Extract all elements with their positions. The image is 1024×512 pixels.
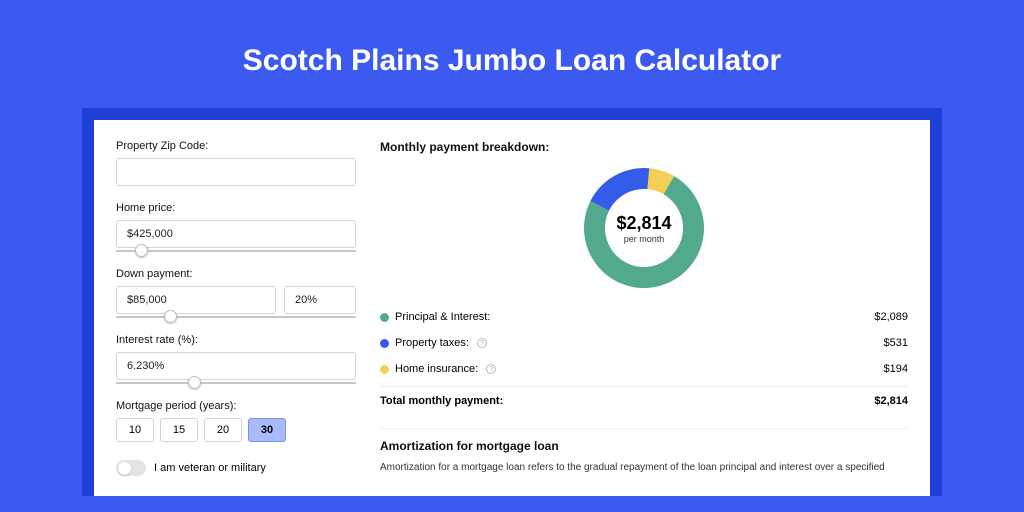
legend-row: Principal & Interest: $2,089 <box>380 304 908 330</box>
period-btn-15[interactable]: 15 <box>160 418 198 442</box>
donut-wrap: $2,814 per month <box>380 162 908 300</box>
veteran-toggle[interactable] <box>116 460 146 476</box>
legend-value: $2,089 <box>874 311 908 323</box>
period-label: Mortgage period (years): <box>116 400 356 412</box>
down-payment-slider[interactable] <box>116 316 356 318</box>
legend-dot <box>380 313 389 322</box>
donut-sub: per month <box>624 234 665 244</box>
legend-label: Principal & Interest: <box>395 311 490 323</box>
legend-dot <box>380 365 389 374</box>
info-icon[interactable]: ? <box>486 364 496 374</box>
home-price-slider[interactable] <box>116 250 356 252</box>
form-column: Property Zip Code: Home price: Down paym… <box>116 140 356 476</box>
down-payment-input[interactable] <box>116 286 276 314</box>
total-label: Total monthly payment: <box>380 395 503 407</box>
veteran-toggle-knob <box>118 462 131 475</box>
page-title: Scotch Plains Jumbo Loan Calculator <box>0 0 1024 78</box>
legend-row: Property taxes:? $531 <box>380 330 908 356</box>
amort-text: Amortization for a mortgage loan refers … <box>380 461 908 475</box>
period-field: Mortgage period (years): 10152030 <box>116 400 356 442</box>
zip-field: Property Zip Code: <box>116 140 356 186</box>
breakdown-column: Monthly payment breakdown: $2,814 per mo… <box>380 140 908 476</box>
divider <box>380 428 908 429</box>
zip-input[interactable] <box>116 158 356 186</box>
donut-chart: $2,814 per month <box>584 168 704 288</box>
info-icon[interactable]: ? <box>477 338 487 348</box>
down-payment-pct-input[interactable] <box>284 286 356 314</box>
calculator-card: Property Zip Code: Home price: Down paym… <box>94 120 930 496</box>
amort-title: Amortization for mortgage loan <box>380 439 908 453</box>
home-price-label: Home price: <box>116 202 356 214</box>
rate-slider-thumb[interactable] <box>188 376 201 389</box>
veteran-row: I am veteran or military <box>116 460 356 476</box>
outer-panel: Property Zip Code: Home price: Down paym… <box>82 108 942 496</box>
legend-value: $531 <box>884 337 908 349</box>
legend-value: $194 <box>884 363 908 375</box>
home-price-input[interactable] <box>116 220 356 248</box>
donut-amount: $2,814 <box>616 213 671 234</box>
total-row: Total monthly payment: $2,814 <box>380 386 908 414</box>
period-options: 10152030 <box>116 418 356 442</box>
legend-label: Home insurance: <box>395 363 478 375</box>
rate-slider[interactable] <box>116 382 356 384</box>
legend-dot <box>380 339 389 348</box>
zip-label: Property Zip Code: <box>116 140 356 152</box>
rate-label: Interest rate (%): <box>116 334 356 346</box>
down-payment-field: Down payment: <box>116 268 356 318</box>
down-payment-slider-thumb[interactable] <box>164 310 177 323</box>
donut-center: $2,814 per month <box>584 168 704 288</box>
rate-input[interactable] <box>116 352 356 380</box>
period-btn-20[interactable]: 20 <box>204 418 242 442</box>
period-btn-10[interactable]: 10 <box>116 418 154 442</box>
home-price-slider-thumb[interactable] <box>135 244 148 257</box>
down-payment-label: Down payment: <box>116 268 356 280</box>
home-price-field: Home price: <box>116 202 356 252</box>
legend-row: Home insurance:? $194 <box>380 356 908 382</box>
period-btn-30[interactable]: 30 <box>248 418 286 442</box>
legend: Principal & Interest: $2,089 Property taxe… <box>380 304 908 382</box>
rate-field: Interest rate (%): <box>116 334 356 384</box>
veteran-label: I am veteran or military <box>154 462 266 474</box>
legend-label: Property taxes: <box>395 337 469 349</box>
breakdown-title: Monthly payment breakdown: <box>380 140 908 154</box>
total-value: $2,814 <box>874 395 908 407</box>
